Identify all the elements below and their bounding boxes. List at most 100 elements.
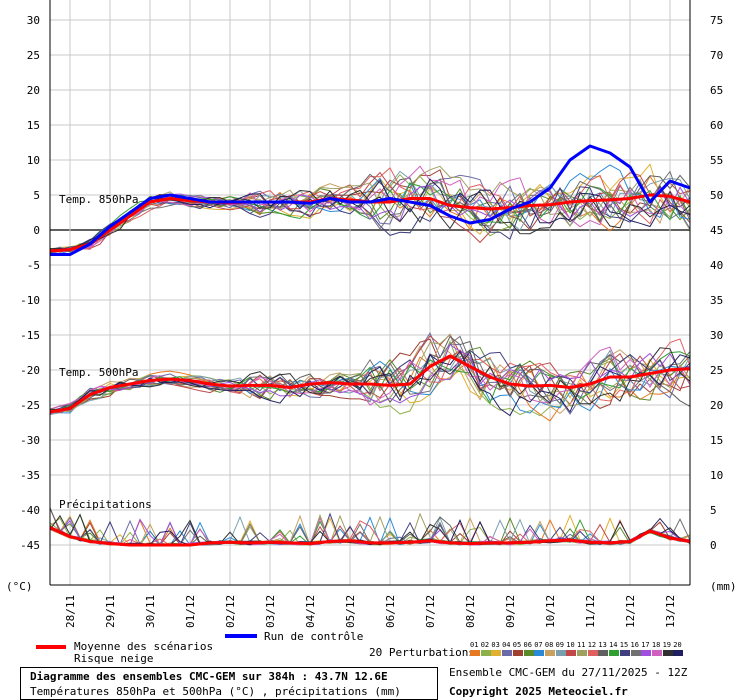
mean-line-500hpa bbox=[49, 354, 691, 414]
axes bbox=[49, 0, 691, 586]
perturb-number: 16 bbox=[630, 641, 639, 649]
control-legend-label: Run de contrôle bbox=[264, 630, 364, 643]
right-tick-label: 0 bbox=[710, 539, 717, 552]
perturb-number: 05 bbox=[512, 641, 522, 649]
perturb-color-swatch bbox=[555, 650, 566, 656]
left-tick-label: -15 bbox=[20, 329, 40, 342]
perturb-color-swatch bbox=[544, 650, 555, 656]
perturb-number: 01 bbox=[470, 641, 479, 649]
right-axis-unit: (mm) bbox=[710, 580, 737, 593]
perturb-color-swatch bbox=[630, 650, 641, 656]
panel-label-850: Temp. 850hPa bbox=[59, 193, 138, 206]
left-tick-label: 0 bbox=[33, 224, 40, 237]
mean-legend-label: Moyenne des scénarios bbox=[74, 640, 214, 653]
left-tick-label: -20 bbox=[20, 364, 40, 377]
copyright: Copyright 2025 Meteociel.fr bbox=[449, 685, 628, 698]
perturb-number: 02 bbox=[480, 641, 490, 649]
left-tick-label: 30 bbox=[27, 14, 40, 27]
chart-title: Diagramme des ensembles CMC-GEM sur 384h… bbox=[30, 670, 388, 683]
mean-line-prcipitations bbox=[49, 526, 691, 547]
perturb-number: 18 bbox=[651, 641, 661, 649]
perturb-number: 08 bbox=[544, 641, 554, 649]
x-tick-label: 30/11 bbox=[144, 595, 157, 628]
right-tick-label: 15 bbox=[710, 434, 723, 447]
perturb-color-swatch bbox=[523, 650, 534, 656]
left-tick-label: -40 bbox=[20, 504, 40, 517]
mean-swatch bbox=[36, 645, 66, 649]
perturb-number: 14 bbox=[609, 641, 618, 649]
perturb-color-swatch bbox=[651, 650, 662, 656]
perturb-color-swatch bbox=[673, 650, 684, 656]
right-tick-label: 5 bbox=[710, 504, 717, 517]
perturbation-lines bbox=[49, 163, 691, 547]
member-500 bbox=[49, 335, 691, 410]
right-tick-label: 60 bbox=[710, 119, 723, 132]
member-500 bbox=[49, 333, 691, 415]
right-tick-label: 10 bbox=[710, 469, 723, 482]
left-tick-label: -10 bbox=[20, 294, 40, 307]
x-tick-label: 05/12 bbox=[344, 595, 357, 628]
perturb-color-swatch bbox=[502, 650, 513, 656]
perturb-color-swatch bbox=[491, 650, 502, 656]
perturb-number: 12 bbox=[587, 641, 597, 649]
perturb-number: 15 bbox=[619, 641, 629, 649]
right-tick-label: 75 bbox=[710, 14, 723, 27]
x-tick-label: 08/12 bbox=[464, 595, 477, 628]
x-tick-label: 29/11 bbox=[104, 595, 117, 628]
series-lines bbox=[49, 144, 691, 547]
member-850 bbox=[49, 170, 691, 252]
perturb-number: 11 bbox=[577, 641, 586, 649]
perturb-color-swatch bbox=[598, 650, 609, 656]
perturb-color-swatch bbox=[577, 650, 587, 656]
x-tick-label: 04/12 bbox=[304, 595, 317, 628]
right-tick-label: 70 bbox=[710, 49, 723, 62]
x-tick-label: 03/12 bbox=[264, 595, 277, 628]
perturb-color-swatch bbox=[566, 650, 577, 656]
perturb-color-swatch bbox=[662, 650, 673, 656]
x-tick-label: 28/11 bbox=[64, 595, 77, 628]
perturb-color-swatch bbox=[609, 650, 620, 656]
perturb-number: 09 bbox=[555, 641, 565, 649]
left-tick-label: -45 bbox=[20, 539, 40, 552]
x-tick-label: 07/12 bbox=[424, 595, 437, 628]
perturb-number: 06 bbox=[523, 641, 532, 649]
left-tick-label: 25 bbox=[27, 49, 40, 62]
left-tick-label: -35 bbox=[20, 469, 40, 482]
run-info: Ensemble CMC-GEM du 27/11/2025 - 12Z bbox=[449, 666, 688, 679]
grid bbox=[50, 0, 690, 585]
panel-label-500: Temp. 500hPa bbox=[59, 366, 138, 379]
panel-label-precip: Précipitations bbox=[59, 498, 152, 511]
perturb-color-swatch bbox=[480, 650, 491, 656]
x-tick-label: 11/12 bbox=[584, 595, 597, 628]
x-tick-label: 09/12 bbox=[504, 595, 517, 628]
perturb-color-swatch bbox=[641, 650, 652, 656]
right-tick-label: 35 bbox=[710, 294, 723, 307]
right-tick-label: 65 bbox=[710, 84, 723, 97]
right-tick-label: 45 bbox=[710, 224, 723, 237]
perturb-color-swatch bbox=[619, 650, 630, 656]
member-precip bbox=[49, 519, 691, 546]
left-tick-label: -25 bbox=[20, 399, 40, 412]
perturb-number: 20 bbox=[673, 641, 682, 649]
perturb-color-swatch bbox=[587, 650, 598, 656]
member-500 bbox=[49, 346, 691, 410]
member-850 bbox=[49, 167, 691, 253]
x-tick-label: 13/12 bbox=[664, 595, 677, 628]
perturb-color-swatch bbox=[512, 650, 523, 656]
perturb-color-swatch bbox=[470, 650, 480, 656]
member-500 bbox=[49, 347, 691, 410]
left-tick-label: -5 bbox=[27, 259, 40, 272]
perturb-number: 03 bbox=[491, 641, 500, 649]
perturb-number: 13 bbox=[598, 641, 607, 649]
control-swatch bbox=[225, 634, 257, 638]
perturb-number: 04 bbox=[502, 641, 511, 649]
right-tick-label: 20 bbox=[710, 399, 723, 412]
right-tick-label: 55 bbox=[710, 154, 723, 167]
left-tick-label: 15 bbox=[27, 119, 40, 132]
right-tick-label: 25 bbox=[710, 364, 723, 377]
snow-legend-label: Risque neige bbox=[74, 652, 154, 665]
perturb-number: 10 bbox=[566, 641, 575, 649]
x-tick-label: 06/12 bbox=[384, 595, 397, 628]
